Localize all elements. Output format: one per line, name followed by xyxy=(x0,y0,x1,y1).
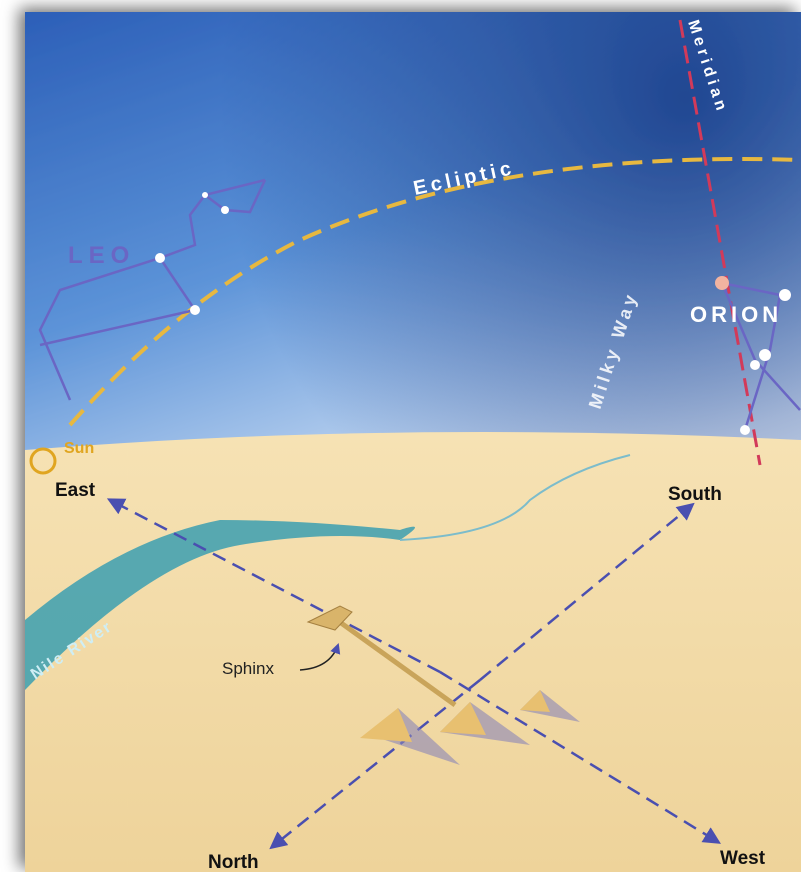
east-label: East xyxy=(55,480,96,501)
north-label: North xyxy=(208,852,259,872)
river-line xyxy=(399,454,631,541)
leo-label: LEO xyxy=(68,242,135,269)
orion-stars xyxy=(715,276,791,435)
sun-label: Sun xyxy=(64,440,94,457)
east-arrow xyxy=(106,498,441,674)
illustration xyxy=(25,12,801,872)
meridian-line xyxy=(678,19,762,466)
orion-label: ORION xyxy=(690,302,782,327)
pyramid xyxy=(360,708,412,742)
sphinx-pointer xyxy=(299,643,341,671)
south-arrow xyxy=(479,502,695,681)
pyramid xyxy=(440,702,486,735)
ecliptic-line xyxy=(68,157,801,427)
sphinx-label: Sphinx xyxy=(222,659,274,678)
west-arrow xyxy=(439,670,721,844)
causeway xyxy=(328,612,457,708)
sun xyxy=(29,447,57,475)
sphinx xyxy=(306,605,353,631)
west-label: West xyxy=(720,848,766,869)
pyramid xyxy=(520,690,550,712)
nile-river xyxy=(25,520,415,690)
leo-stars xyxy=(155,192,229,315)
north-arrow xyxy=(269,679,481,850)
south-label: South xyxy=(668,484,722,505)
